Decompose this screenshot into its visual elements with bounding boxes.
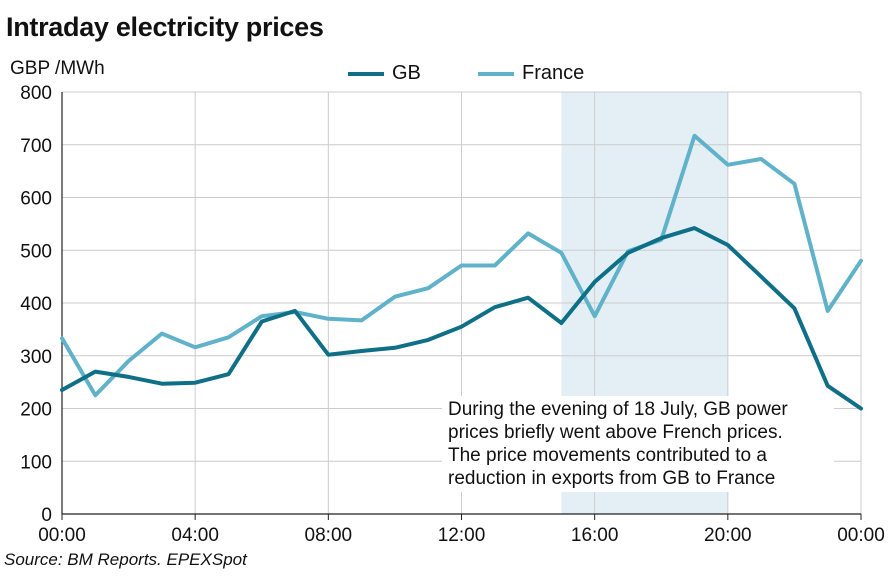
y-tick-label-300: 300 bbox=[20, 347, 52, 368]
x-tick-label-5: 20:00 bbox=[704, 525, 752, 546]
x-tick-label-6: 00:00 bbox=[837, 525, 885, 546]
x-tick-label-0: 00:00 bbox=[38, 525, 86, 546]
annotation-line-4: reduction in exports from GB to France bbox=[448, 468, 776, 489]
y-tick-label-0: 0 bbox=[41, 505, 52, 526]
series-line-france bbox=[60, 133, 863, 398]
annotation-box: During the evening of 18 July, GB power … bbox=[442, 396, 834, 492]
source-note: Source: BM Reports. EPEXSpot bbox=[4, 550, 247, 569]
annotation-line-2: prices briefly went above French prices. bbox=[448, 422, 783, 443]
y-axis-label: GBP /MWh bbox=[10, 58, 105, 79]
x-tick-label-3: 12:00 bbox=[438, 525, 486, 546]
legend-swatch-gb bbox=[348, 71, 384, 76]
legend-swatch-france bbox=[478, 71, 514, 76]
series-line-gb bbox=[60, 226, 863, 411]
y-tick-label-200: 200 bbox=[20, 400, 52, 421]
annotation-line-1: During the evening of 18 July, GB power bbox=[448, 399, 788, 420]
y-tick-label-800: 800 bbox=[20, 83, 52, 104]
legend-item-gb: GB bbox=[348, 62, 421, 85]
annotation-line-3: The price movements contributed to a bbox=[448, 445, 767, 466]
x-tick-label-4: 16:00 bbox=[571, 525, 619, 546]
y-tick-label-500: 500 bbox=[20, 241, 52, 262]
legend-label-france: France bbox=[522, 62, 585, 84]
legend-item-france: France bbox=[478, 62, 584, 85]
y-tick-label-400: 400 bbox=[20, 294, 52, 315]
y-tick-label-600: 600 bbox=[20, 189, 52, 210]
x-tick-label-2: 08:00 bbox=[305, 525, 353, 546]
x-tick-label-1: 04:00 bbox=[171, 525, 219, 546]
y-tick-label-100: 100 bbox=[20, 452, 52, 473]
legend-label-gb: GB bbox=[392, 62, 421, 84]
y-tick-label-700: 700 bbox=[20, 136, 52, 157]
chart-title: Intraday electricity prices bbox=[6, 12, 324, 42]
